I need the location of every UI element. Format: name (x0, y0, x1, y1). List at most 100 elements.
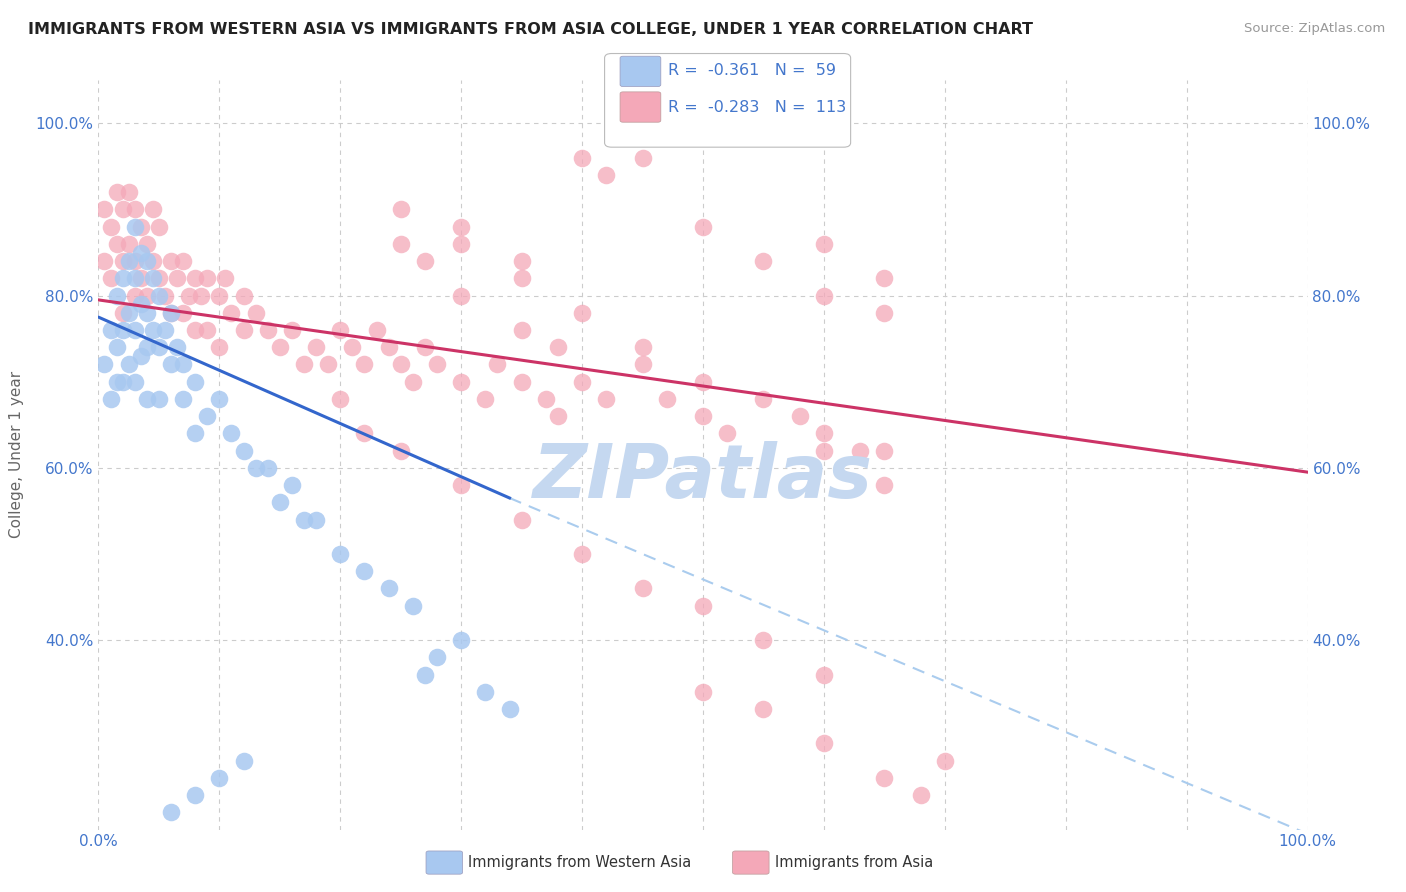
Point (208, 392, 231, 406)
Point (208, 340, 231, 354)
Point (148, 340, 170, 354)
Point (353, 426, 375, 441)
Point (93, 358, 115, 372)
Point (377, 582, 399, 596)
Text: Immigrants from Western Asia: Immigrants from Western Asia (468, 855, 692, 870)
Point (571, 306, 593, 320)
Point (402, 375, 425, 389)
Point (631, 582, 654, 596)
Point (292, 358, 315, 372)
Point (105, 375, 128, 389)
Point (129, 271, 152, 285)
Point (269, 340, 291, 354)
Point (474, 685, 496, 699)
Point (111, 323, 134, 337)
Point (118, 186, 141, 200)
Point (166, 340, 188, 354)
Point (111, 375, 134, 389)
Text: IMMIGRANTS FROM WESTERN ASIA VS IMMIGRANTS FROM ASIA COLLEGE, UNDER 1 YEAR CORRE: IMMIGRANTS FROM WESTERN ASIA VS IMMIGRAN… (28, 22, 1033, 37)
Text: Source: ZipAtlas.com: Source: ZipAtlas.com (1244, 22, 1385, 36)
Point (124, 202, 146, 217)
Point (100, 271, 122, 285)
Point (402, 599, 425, 613)
Point (135, 306, 157, 320)
Point (221, 306, 243, 320)
Point (595, 392, 617, 406)
Point (124, 219, 146, 234)
Point (111, 271, 134, 285)
Point (389, 236, 412, 251)
Point (305, 512, 328, 526)
Point (153, 288, 176, 302)
Point (124, 288, 146, 302)
Point (873, 306, 896, 320)
Point (208, 771, 231, 785)
Point (118, 236, 141, 251)
Point (353, 564, 375, 578)
Point (413, 340, 436, 354)
Point (148, 288, 170, 302)
Point (232, 288, 254, 302)
Point (135, 236, 157, 251)
Point (752, 633, 775, 648)
Point (510, 271, 533, 285)
Point (486, 358, 509, 372)
Point (124, 254, 146, 268)
Point (571, 375, 593, 389)
Point (655, 392, 678, 406)
Point (873, 771, 896, 785)
Point (160, 306, 183, 320)
Point (752, 392, 775, 406)
Point (184, 788, 207, 802)
Point (329, 323, 352, 337)
Point (631, 358, 654, 372)
Point (813, 443, 835, 458)
Point (245, 460, 267, 475)
Point (934, 754, 956, 768)
Point (789, 409, 811, 424)
Point (160, 805, 183, 820)
Point (195, 323, 218, 337)
Point (111, 254, 134, 268)
Point (124, 323, 146, 337)
Point (849, 443, 872, 458)
Point (534, 392, 557, 406)
Point (342, 340, 364, 354)
Point (389, 443, 412, 458)
Y-axis label: College, Under 1 year: College, Under 1 year (10, 371, 24, 539)
Point (269, 495, 291, 509)
Point (510, 323, 533, 337)
Point (148, 392, 170, 406)
Text: R =  -0.361   N =  59: R = -0.361 N = 59 (668, 63, 835, 78)
Point (873, 271, 896, 285)
Point (142, 271, 165, 285)
Point (595, 168, 617, 182)
Point (498, 702, 520, 716)
Point (281, 478, 304, 492)
Point (316, 358, 339, 372)
Point (413, 667, 436, 681)
Point (160, 254, 183, 268)
Point (450, 633, 472, 648)
Point (172, 254, 194, 268)
Point (510, 375, 533, 389)
Point (510, 512, 533, 526)
Point (148, 219, 170, 234)
Point (105, 236, 128, 251)
Point (692, 409, 714, 424)
Point (281, 323, 304, 337)
Point (389, 202, 412, 217)
Point (129, 297, 152, 311)
Point (232, 443, 254, 458)
Point (426, 650, 449, 665)
Point (256, 460, 278, 475)
Point (179, 288, 201, 302)
Point (184, 375, 207, 389)
Point (148, 271, 170, 285)
Point (93, 254, 115, 268)
Point (245, 306, 267, 320)
Point (752, 254, 775, 268)
Point (118, 254, 141, 268)
Point (208, 288, 231, 302)
Point (153, 323, 176, 337)
